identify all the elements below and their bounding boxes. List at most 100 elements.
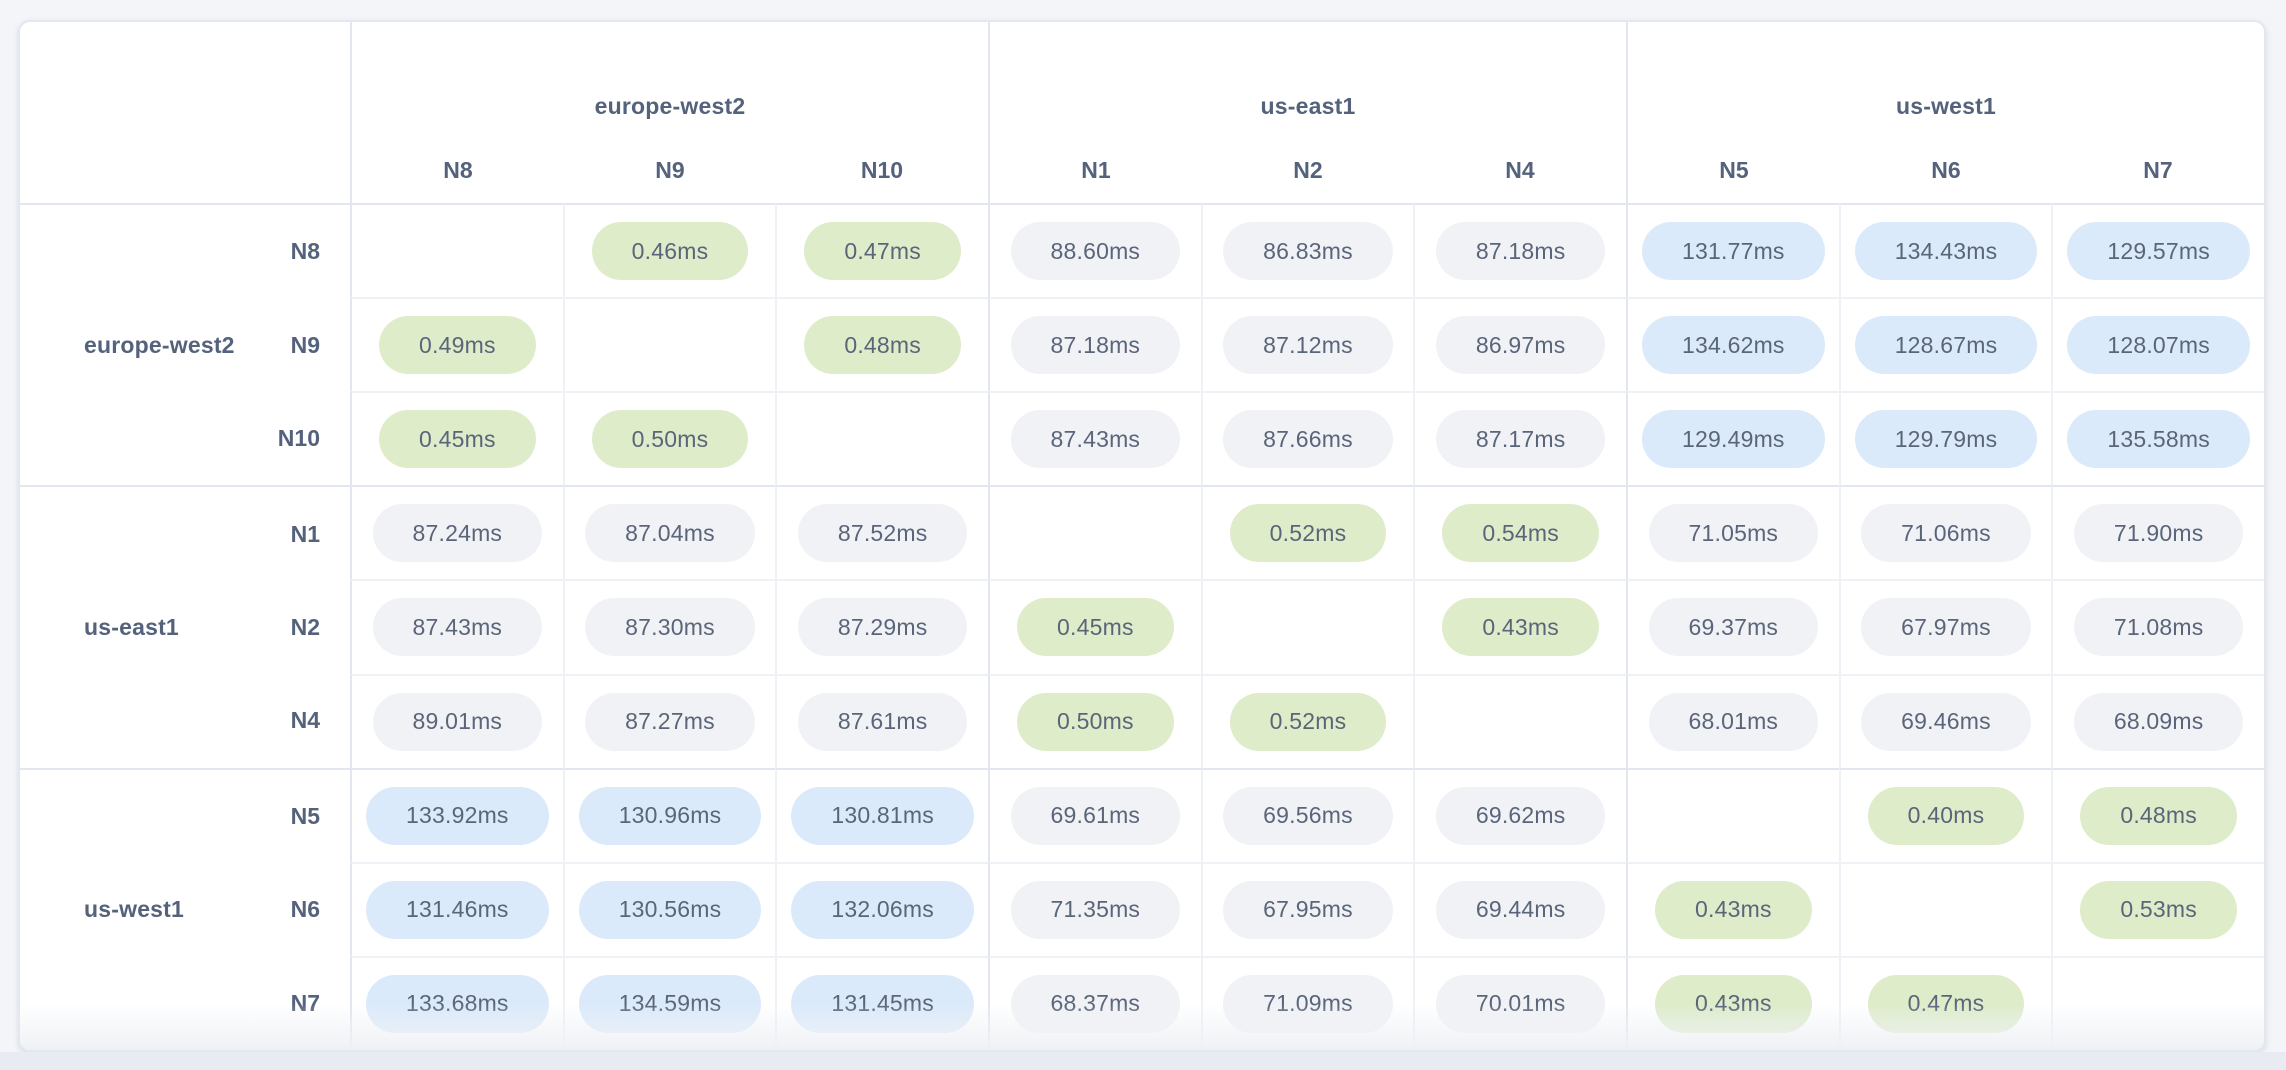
latency-pill[interactable]: 0.47ms [1867, 974, 2025, 1033]
latency-pill[interactable]: 0.52ms [1229, 504, 1387, 563]
latency-pill[interactable]: 131.46ms [366, 880, 549, 939]
latency-pill[interactable]: 132.06ms [791, 880, 974, 939]
column-region-label: europe-west2 [594, 92, 746, 119]
latency-pill[interactable]: 69.56ms [1223, 786, 1393, 845]
latency-pill[interactable]: 134.43ms [1854, 222, 2038, 281]
latency-pill[interactable]: 135.58ms [2067, 410, 2250, 469]
latency-pill[interactable]: 87.29ms [797, 598, 968, 657]
latency-pill[interactable]: 71.05ms [1648, 504, 1819, 563]
latency-pill[interactable]: 0.48ms [2080, 786, 2237, 845]
latency-pill[interactable]: 0.49ms [379, 316, 536, 375]
latency-pill[interactable]: 69.62ms [1435, 786, 1606, 845]
latency-pill[interactable]: 71.06ms [1861, 504, 2031, 563]
latency-cell: 71.09ms [1200, 955, 1414, 1050]
latency-pill[interactable]: 67.95ms [1223, 880, 1393, 939]
latency-pill[interactable]: 71.08ms [2073, 598, 2244, 657]
page-bottom-strip [0, 1052, 2286, 1070]
latency-cell: 68.37ms [988, 955, 1201, 1050]
latency-cell: 134.59ms [562, 955, 776, 1050]
latency-cell: 67.97ms [1838, 579, 2052, 674]
row-group-label-cell: us-west1 N5 N6 N7 [20, 767, 350, 1050]
latency-pill[interactable]: 129.79ms [1854, 410, 2038, 469]
latency-pill[interactable]: 0.50ms [1017, 692, 1174, 751]
node-column-header: N9 [655, 156, 685, 183]
latency-pill[interactable]: 130.81ms [791, 786, 974, 845]
latency-pill[interactable]: 68.09ms [2073, 692, 2244, 751]
latency-pill[interactable]: 129.49ms [1642, 410, 1825, 469]
latency-cell: 0.52ms [1200, 485, 1414, 580]
latency-pill[interactable]: 68.37ms [1010, 974, 1181, 1033]
latency-pill[interactable]: 71.09ms [1223, 974, 1393, 1033]
latency-pill[interactable]: 87.43ms [372, 598, 543, 657]
latency-pill[interactable]: 89.01ms [372, 692, 543, 751]
latency-pill[interactable]: 87.27ms [585, 692, 755, 751]
latency-pill[interactable]: 87.24ms [372, 504, 543, 563]
column-region-label: us-west1 [1895, 92, 1997, 119]
latency-pill[interactable]: 133.68ms [366, 974, 549, 1033]
latency-pill[interactable]: 69.37ms [1648, 598, 1819, 657]
latency-pill[interactable]: 69.61ms [1010, 786, 1181, 845]
latency-pill[interactable]: 87.18ms [1010, 316, 1181, 375]
latency-pill[interactable]: 86.97ms [1435, 316, 1606, 375]
node-row-label: N9 [290, 331, 320, 358]
latency-pill[interactable]: 88.60ms [1010, 222, 1181, 281]
latency-pill[interactable]: 0.43ms [1655, 974, 1812, 1033]
latency-pill[interactable]: 0.50ms [591, 410, 749, 469]
latency-cell: 134.43ms [1838, 203, 2052, 298]
row-group-label-cell: europe-west2 N8 N9 N10 [20, 203, 350, 485]
latency-pill[interactable]: 134.62ms [1642, 316, 1825, 375]
latency-pill[interactable]: 134.59ms [578, 974, 762, 1033]
row-region-label: europe-west2 [84, 331, 235, 358]
latency-cell: 87.61ms [775, 673, 988, 768]
latency-pill[interactable]: 131.45ms [791, 974, 974, 1033]
latency-pill[interactable]: 0.54ms [1442, 504, 1599, 563]
latency-pill[interactable]: 131.77ms [1642, 222, 1825, 281]
latency-cell: 0.48ms [2051, 767, 2264, 862]
latency-pill[interactable]: 128.07ms [2067, 316, 2250, 375]
latency-pill[interactable]: 0.52ms [1229, 692, 1387, 751]
latency-pill[interactable]: 0.47ms [804, 222, 961, 281]
latency-pill[interactable]: 87.12ms [1223, 316, 1393, 375]
latency-pill[interactable]: 69.46ms [1861, 692, 2031, 751]
latency-pill[interactable]: 71.90ms [2073, 504, 2244, 563]
latency-cell-empty [1200, 579, 1414, 674]
latency-matrix-card: europe-west2 N8 N9 N10 us-east1 N1 N2 N4 us-west… [18, 20, 2266, 1052]
node-row-label: N4 [290, 707, 320, 734]
latency-pill[interactable]: 87.52ms [797, 504, 968, 563]
latency-cell: 69.62ms [1413, 767, 1626, 862]
latency-cell: 132.06ms [775, 861, 988, 956]
latency-pill[interactable]: 128.67ms [1854, 316, 2038, 375]
latency-pill[interactable]: 87.61ms [797, 692, 968, 751]
latency-pill[interactable]: 86.83ms [1223, 222, 1393, 281]
matrix-corner-cell [20, 22, 350, 203]
latency-pill[interactable]: 130.96ms [578, 786, 762, 845]
latency-cell: 130.96ms [562, 767, 776, 862]
latency-pill[interactable]: 68.01ms [1648, 692, 1819, 751]
latency-pill[interactable]: 129.57ms [2067, 222, 2250, 281]
latency-cell: 0.43ms [1413, 579, 1626, 674]
latency-pill[interactable]: 87.04ms [585, 504, 755, 563]
latency-cell: 87.04ms [562, 485, 776, 580]
latency-pill[interactable]: 67.97ms [1861, 598, 2031, 657]
latency-pill[interactable]: 0.48ms [804, 316, 961, 375]
latency-pill[interactable]: 133.92ms [366, 786, 549, 845]
latency-pill[interactable]: 0.45ms [1017, 598, 1174, 657]
latency-pill[interactable]: 0.43ms [1655, 880, 1812, 939]
latency-pill[interactable]: 87.17ms [1435, 410, 1606, 469]
latency-pill[interactable]: 87.30ms [585, 598, 755, 657]
latency-pill[interactable]: 0.46ms [591, 222, 749, 281]
latency-cell: 133.92ms [350, 767, 563, 862]
latency-pill[interactable]: 0.40ms [1867, 786, 2025, 845]
latency-pill[interactable]: 130.56ms [578, 880, 762, 939]
latency-pill[interactable]: 0.53ms [2080, 880, 2237, 939]
latency-pill[interactable]: 70.01ms [1435, 974, 1606, 1033]
latency-pill[interactable]: 0.45ms [379, 410, 536, 469]
latency-pill[interactable]: 87.43ms [1010, 410, 1181, 469]
latency-pill[interactable]: 0.43ms [1442, 598, 1599, 657]
latency-cell-empty [1626, 767, 1839, 862]
latency-pill[interactable]: 87.18ms [1435, 222, 1606, 281]
node-column-header: N10 [860, 156, 904, 183]
latency-pill[interactable]: 69.44ms [1435, 880, 1606, 939]
latency-pill[interactable]: 71.35ms [1010, 880, 1181, 939]
latency-pill[interactable]: 87.66ms [1223, 410, 1393, 469]
